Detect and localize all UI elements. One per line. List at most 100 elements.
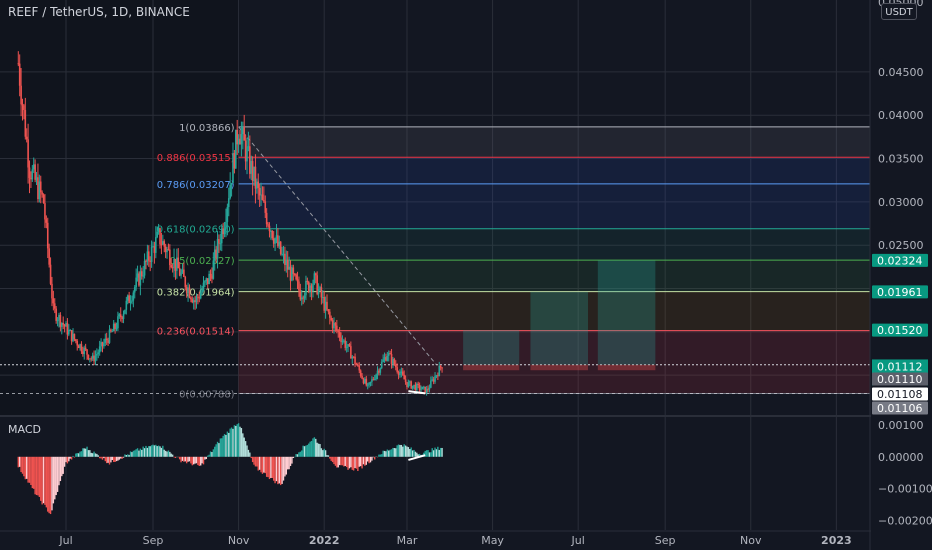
target-box — [597, 260, 656, 365]
macd-bar — [379, 454, 382, 457]
macd-bar — [134, 450, 136, 457]
candle-body — [156, 231, 159, 238]
macd-bar — [124, 454, 126, 457]
candle-body — [305, 280, 307, 296]
macd-bar — [111, 456, 114, 461]
macd-bar — [244, 441, 247, 457]
candle-body — [82, 351, 84, 354]
candle-body — [418, 384, 421, 391]
candle-down — [414, 382, 417, 391]
candle-up — [122, 310, 125, 324]
candle-down — [337, 329, 340, 338]
macd-bar — [212, 449, 215, 457]
candle-up — [117, 311, 119, 332]
candle-body — [17, 63, 20, 65]
macd-bar — [52, 456, 55, 504]
macd-bar — [292, 456, 295, 458]
macd-title[interactable]: MACD — [8, 423, 41, 436]
macd-bar — [340, 456, 342, 466]
candle-down — [410, 380, 412, 390]
candle-down — [352, 356, 355, 359]
candle-up — [100, 338, 102, 352]
candle-body — [232, 153, 234, 184]
macd-bar — [278, 456, 280, 484]
candle-body — [430, 380, 432, 388]
candle-body — [44, 203, 46, 220]
candle-up — [274, 237, 276, 251]
candle-body — [393, 359, 396, 365]
candle-body — [239, 138, 241, 145]
candle-down — [169, 244, 171, 271]
currency-button[interactable]: USDT — [881, 3, 917, 20]
macd-bar — [438, 449, 440, 457]
candle-up — [291, 264, 293, 282]
candle-body — [313, 273, 316, 284]
macd-bar — [48, 456, 50, 514]
macd-bar — [138, 450, 140, 457]
macd-bar — [101, 456, 104, 460]
candle-down — [236, 119, 238, 156]
candle-body — [185, 287, 188, 294]
candle-body — [351, 356, 354, 359]
macd-bar — [110, 456, 112, 463]
macd-bar — [201, 456, 203, 464]
macd-bar — [56, 456, 59, 492]
macd-bar — [207, 455, 209, 457]
macd-bar — [395, 448, 397, 457]
candle-up — [220, 224, 223, 252]
macd-bar — [152, 444, 154, 457]
candle-body — [65, 323, 67, 327]
candle-body — [382, 359, 384, 362]
macd-bar — [163, 449, 165, 457]
candle-body — [80, 344, 83, 352]
candle-body — [52, 298, 55, 304]
candle-down — [439, 365, 442, 371]
candle-body — [21, 104, 24, 106]
candle-body — [59, 314, 62, 327]
macd-bar — [275, 456, 278, 482]
candle-up — [364, 376, 366, 384]
candle-down — [338, 327, 341, 342]
candle-down — [264, 195, 267, 218]
candle-up — [343, 338, 345, 344]
macd-bar — [243, 437, 245, 457]
candle-up — [387, 350, 390, 362]
candle-up — [129, 295, 132, 311]
symbol-title[interactable]: REEF / TetherUS, 1D, BINANCE — [8, 5, 190, 19]
candle-body — [264, 201, 267, 213]
price-label: 0.01520 — [872, 323, 928, 337]
candle-body — [320, 287, 323, 298]
candle-body — [157, 228, 160, 232]
candle-body — [407, 382, 410, 387]
macd-bar — [120, 456, 122, 459]
macd-bar — [400, 444, 403, 457]
candle-body — [321, 297, 324, 299]
candle-body — [227, 198, 230, 207]
macd-bar — [351, 456, 353, 470]
crosshair-price-label-text: 0.01110 — [877, 373, 923, 386]
candle-up — [223, 221, 226, 238]
candle-up — [240, 121, 243, 157]
candle-up — [199, 284, 202, 300]
candle-body — [146, 251, 149, 262]
candle-body — [324, 301, 327, 311]
candle-up — [136, 265, 139, 282]
candle-body — [38, 181, 41, 200]
candle-body — [251, 161, 254, 182]
candle-up — [256, 178, 258, 194]
candle-body — [53, 303, 56, 309]
macd-bar — [194, 456, 196, 464]
candle-body — [111, 331, 114, 333]
price-tick-label: 0.04000 — [878, 109, 924, 122]
target-box — [463, 330, 520, 365]
candle-body — [421, 386, 424, 390]
macd-bar — [381, 454, 383, 457]
candle-up — [435, 374, 438, 379]
target-box — [530, 291, 588, 365]
macd-bar — [427, 450, 429, 457]
macd-bar — [383, 450, 386, 457]
fib-zone — [238, 183, 870, 229]
candle-body — [309, 285, 311, 292]
fib-retracement: 1(0.03866) 0.886(0.03515) 0.786(0.03207) 0.… — [157, 123, 870, 401]
